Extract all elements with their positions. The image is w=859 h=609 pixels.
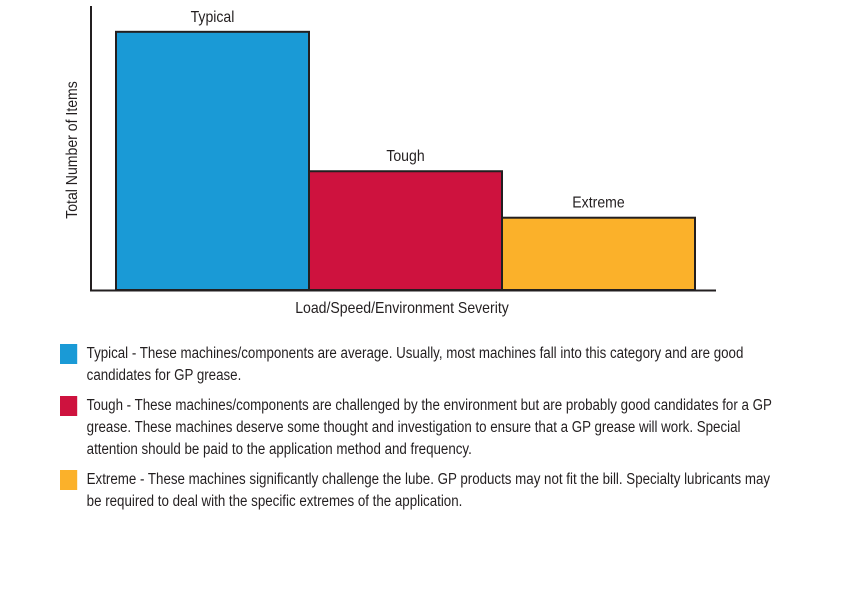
legend-item-tough: Tough - These machines/components are ch… — [60, 395, 775, 461]
bar-chart: Typical Tough Extreme Load/Speed/Environme… — [63, 6, 716, 317]
legend-text-extreme: Extreme - These machines significantly c… — [86, 471, 771, 510]
legend-swatch-tough — [60, 396, 78, 416]
legend-text-typical: Typical - These machines/components are … — [86, 345, 744, 384]
legend-text-tough: Tough - These machines/components are ch… — [86, 397, 772, 458]
legend-item-extreme: Extreme - These machines significantly c… — [60, 469, 775, 513]
bar-tough — [308, 170, 503, 291]
legend-swatch-extreme — [60, 470, 78, 490]
legend-item-typical: Typical - These machines/components are … — [60, 343, 775, 387]
bar-labels-group: Typical Tough Extreme — [191, 8, 625, 212]
bar-typical — [115, 30, 310, 292]
legend: Typical - These machines/components are … — [60, 343, 772, 513]
bars-group — [115, 30, 696, 292]
bar-extreme — [501, 216, 696, 291]
bar-label-tough: Tough — [386, 147, 424, 165]
y-axis-label: Total Number of Items — [63, 81, 81, 219]
bar-label-typical: Typical — [191, 8, 235, 26]
legend-swatch-typical — [60, 344, 78, 364]
bar-label-extreme: Extreme — [572, 194, 624, 212]
x-axis-label: Load/Speed/Environment Severity — [295, 299, 509, 317]
